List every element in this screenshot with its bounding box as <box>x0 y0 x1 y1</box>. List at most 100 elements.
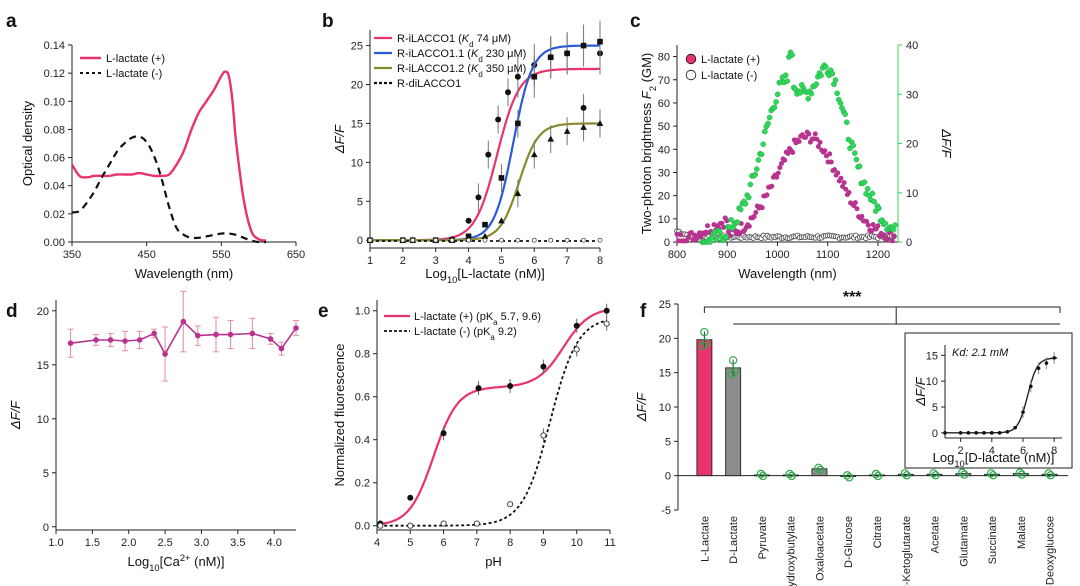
legend-label-minus: L-lactate (-) (pKa 9.2) <box>414 326 517 342</box>
data-point <box>475 385 482 392</box>
scatter-point-plus <box>875 223 881 229</box>
bar-8 <box>926 473 943 477</box>
x-axis-title: Log10[L-lactate (nM)] <box>425 266 545 285</box>
replicate-dot <box>902 471 911 480</box>
scatter-point-dff <box>850 142 856 149</box>
replicate-dot <box>958 468 967 477</box>
replicate-dot <box>787 471 796 481</box>
scatter-point-dff <box>774 91 781 98</box>
scatter-point-dff <box>760 141 766 147</box>
x-tick-label: 650 <box>287 249 305 261</box>
replicate-dot <box>871 469 881 479</box>
y-tick-label: 0.02 <box>44 209 65 221</box>
y-tick-label: 10 <box>37 414 49 426</box>
inset-data-point <box>974 431 978 435</box>
replicate-dot <box>1044 469 1053 478</box>
y-tick-label: 0 <box>43 522 49 534</box>
inset-chart: 2 4 6 8 0 5 10 15 Log10[D-lactate (nM)] ΔF/F Kd: 2… <box>904 332 1073 469</box>
right-tick-label: 40 <box>906 40 918 52</box>
inset-y-axis-title: ΔF/F <box>913 376 928 406</box>
replicate-dot <box>900 469 909 478</box>
replicate-dot <box>960 470 969 479</box>
inset-data-point <box>990 431 994 435</box>
scatter-point-dff <box>723 234 730 240</box>
data-point <box>580 104 587 111</box>
x-tick-label: 10 <box>571 537 583 549</box>
replicate-dot <box>988 471 998 480</box>
data-point <box>580 42 587 49</box>
data-point <box>407 522 414 529</box>
scatter-point-plus <box>870 222 876 228</box>
scatter-point-plus <box>881 232 887 238</box>
data-point <box>249 330 256 337</box>
scatter-point-dff <box>747 181 754 188</box>
y-tick-label: 40 <box>658 144 670 156</box>
y-tick-label: 70 <box>658 75 670 87</box>
scatter-point-plus <box>814 136 820 142</box>
scatter-point-plus <box>751 214 757 220</box>
legend-label-3: R-diLACCO1 <box>397 78 461 90</box>
legend-marker-minus <box>685 69 697 81</box>
scatter-point-plus <box>677 232 683 238</box>
legend-label-1: R-iLACCO1.1 (Kd 230 μM) <box>397 48 526 64</box>
replicate-dot <box>929 469 938 478</box>
data-point <box>400 237 406 243</box>
y-tick-label: 0.0 <box>355 521 370 533</box>
category-label: Citrate <box>872 516 884 548</box>
scatter-point-plus <box>796 138 802 144</box>
x-tick-label: 5 <box>498 255 504 267</box>
data-point <box>548 237 554 243</box>
legend-label-plus: L-lactate (+) <box>701 54 760 66</box>
x-tick-label: 5 <box>407 537 413 549</box>
scatter-point-dff <box>864 185 871 192</box>
x-tick-label: 8 <box>507 537 513 549</box>
y-tick-label: 10 <box>351 157 363 169</box>
x-tick-label: 450 <box>137 249 155 261</box>
scatter-point-plus <box>885 236 891 242</box>
panel-label-b: b <box>322 11 334 32</box>
category-label: β-Hydroxybutylate <box>786 516 798 586</box>
data-point <box>410 237 416 243</box>
x-tick-label: 8 <box>597 255 603 267</box>
inset-data-point <box>1036 366 1041 371</box>
panel-label-e: e <box>318 301 329 322</box>
scatter-point-dff <box>832 77 839 83</box>
bar-4 <box>811 468 828 477</box>
axes: 800 900 1000 1100 1200 0 10 20 30 40 50 60 70 80 <box>658 45 898 261</box>
scatter-point-plus <box>759 205 765 211</box>
scatter-point-plus <box>719 220 725 226</box>
right-axis-title: ΔF/F <box>939 128 954 158</box>
x-tick-label: 11 <box>604 537 615 549</box>
y-tick-label: -5 <box>661 505 671 517</box>
fit-curve-plus <box>378 309 607 526</box>
y-tick-label: 5 <box>932 402 938 414</box>
replicate-dot <box>843 471 852 480</box>
x-tick-label: 900 <box>718 249 736 261</box>
x-tick-label: 4 <box>374 537 380 549</box>
inset-data-point <box>997 431 1002 435</box>
y-tick-label: 10 <box>659 402 671 414</box>
data-point <box>440 430 447 437</box>
data-point <box>293 325 299 331</box>
axes: 4 5 6 7 8 9 10 11 0.0 0.2 0.4 0.6 0.8 1.0 <box>355 300 616 549</box>
scatter-point-dff <box>728 216 734 223</box>
bar-11 <box>1012 473 1029 477</box>
x-axis-title: pH <box>485 554 502 569</box>
bar-5 <box>840 475 857 477</box>
data-point <box>514 73 521 80</box>
x-tick-label: 1 <box>367 255 373 267</box>
axes: 1.0 1.5 2.0 2.5 3.0 3.5 4.0 0 5 10 15 20 <box>37 300 296 549</box>
bar-7 <box>897 473 914 477</box>
x-tick-label: 3.0 <box>194 537 209 549</box>
y-axis-title: Normalized fluorescence <box>332 343 347 486</box>
data-point <box>433 237 439 243</box>
scatter-point-plus <box>835 170 841 176</box>
data-point <box>180 318 187 325</box>
data-point <box>573 346 580 353</box>
y-tick-label: 0 <box>932 428 938 440</box>
scatter-point-plus <box>725 229 731 235</box>
scatter-point-dff <box>766 114 773 121</box>
inset-frame <box>904 332 1073 469</box>
scatter-point-plus <box>803 134 809 140</box>
scatter-point-dff <box>876 205 882 212</box>
